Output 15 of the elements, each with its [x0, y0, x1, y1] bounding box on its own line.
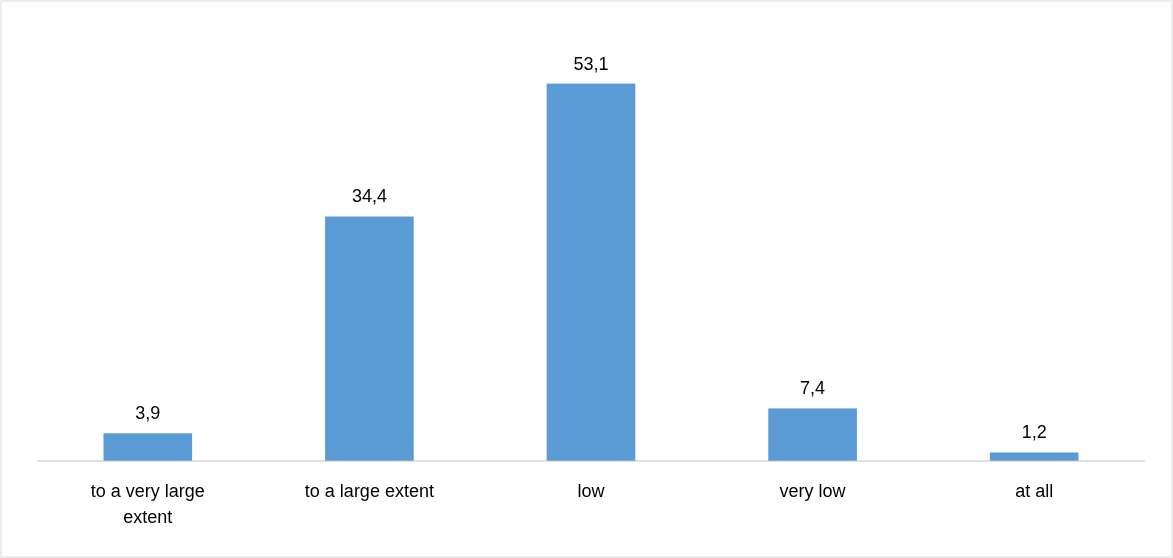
data-label: 34,4 [351, 186, 387, 207]
data-label: 53,1 [573, 53, 609, 74]
data-label: 1,2 [1021, 422, 1047, 443]
bar [325, 216, 414, 461]
bar [103, 433, 193, 461]
x-tick-label: low [577, 481, 606, 501]
x-tick-label: to a large extent [304, 481, 434, 501]
data-label: 3,9 [135, 403, 161, 424]
x-tick-label: to a very large extent [90, 481, 205, 527]
bar [546, 83, 636, 461]
bar [989, 452, 1079, 461]
x-tick-label: very low [779, 481, 847, 501]
data-label: 7,4 [800, 378, 826, 399]
x-tick-label: at all [1015, 481, 1054, 501]
bar [768, 408, 857, 461]
